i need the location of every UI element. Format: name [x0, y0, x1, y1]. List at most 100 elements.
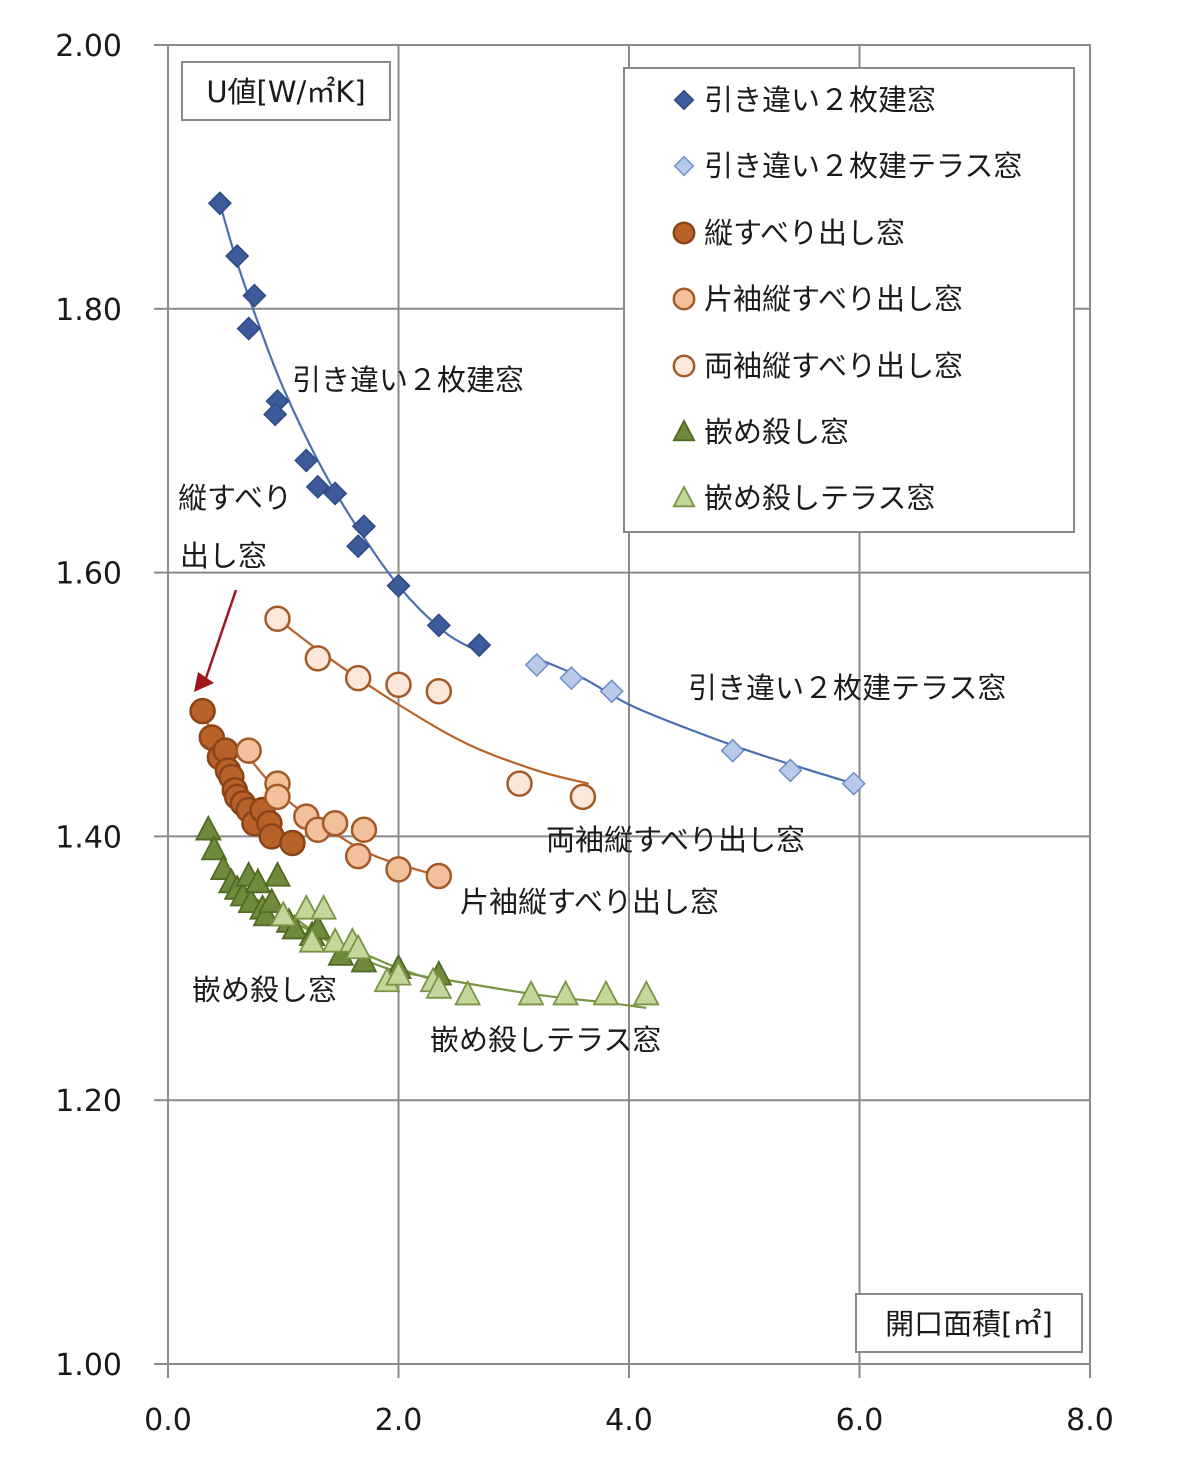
data-point: [298, 926, 326, 953]
legend: 引き違い２枚建窓 引き違い２枚建テラス窓 縦すべり出し窓 片袖縦すべり出し窓 両…: [623, 67, 1075, 533]
y-tick-label: 1.20: [55, 1084, 122, 1119]
data-point: [264, 783, 291, 811]
data-point: [386, 573, 411, 598]
data-point: [350, 816, 378, 844]
data-point: [385, 671, 412, 698]
x-tick-label: 6.0: [836, 1403, 884, 1438]
data-point: [279, 829, 306, 857]
legend-marker: [673, 155, 695, 177]
legend-label: 引き違い２枚建テラス窓: [704, 149, 1022, 183]
data-point: [264, 605, 291, 633]
data-point: [351, 514, 376, 539]
y-tick-label: 1.80: [55, 293, 122, 328]
data-point: [344, 933, 372, 960]
data-point: [425, 862, 453, 890]
data-point: [569, 783, 597, 811]
legend-marker: [672, 354, 696, 378]
y-tick-label: 1.60: [55, 557, 122, 592]
legend-markers: [672, 89, 696, 508]
data-point: [599, 679, 624, 704]
data-point: [207, 191, 232, 216]
x-tick-label: 2.0: [375, 1403, 423, 1438]
legend-label: 両袖縦すべり出し窓: [704, 349, 963, 383]
x-tick-label: 0.0: [144, 1403, 192, 1438]
annotation-label: 片袖縦すべり出し窓: [460, 885, 719, 919]
annotation-label: 出し窓: [180, 539, 267, 573]
legend-marker: [673, 89, 695, 111]
data-point: [559, 666, 584, 691]
axes: 1.00 1.20 1.40 1.60 1.80 2.00 0.0 2.0 4.0 6.0 8.0: [55, 29, 1114, 1438]
data-point: [321, 809, 349, 837]
x-tick-label: 4.0: [605, 1403, 653, 1438]
data-point: [258, 887, 286, 913]
x-tick-label: 8.0: [1066, 1403, 1114, 1438]
data-point: [269, 900, 297, 927]
data-point: [225, 243, 250, 269]
data-point: [517, 979, 545, 1006]
y-unit-box: U値[W/㎡K]: [181, 61, 391, 121]
data-point: [263, 861, 291, 887]
data-point: [327, 940, 355, 966]
data-point: [632, 979, 660, 1006]
data-point: [236, 316, 261, 341]
data-point: [263, 402, 288, 427]
data-point: [467, 633, 492, 658]
data-point: [292, 894, 320, 920]
legend-label: 片袖縦すべり出し窓: [704, 282, 963, 316]
y-axis-label: U値[W/㎡K]: [206, 75, 365, 109]
data-point: [321, 926, 349, 953]
data-point: [194, 814, 222, 841]
data-point: [242, 283, 267, 308]
annotation-label: 引き違い２枚建テラス窓: [688, 671, 1006, 705]
data-point: [346, 534, 371, 559]
data-point: [235, 737, 262, 764]
y-tick-label: 1.00: [55, 1348, 122, 1383]
legend-marker: [672, 485, 696, 508]
data-point: [592, 979, 620, 1006]
legend-marker: [672, 287, 696, 311]
y-tick-label: 2.00: [55, 29, 122, 64]
data-point: [344, 842, 372, 870]
data-point: [841, 771, 866, 796]
data-point: [281, 913, 309, 940]
data-point: [244, 867, 272, 894]
data-point: [189, 697, 216, 725]
data-point: [304, 645, 332, 672]
annotation-arrow: [194, 589, 238, 692]
x-axis-label: 開口面積[㎡]: [885, 1307, 1053, 1341]
annotation-label: 嵌め殺し窓: [192, 973, 337, 1007]
data-point: [385, 959, 412, 986]
trend-line: [218, 202, 480, 653]
data-point: [344, 664, 372, 692]
legend-label: 縦すべり出し窓: [704, 216, 905, 250]
data-point: [252, 900, 280, 927]
data-point: [454, 979, 482, 1006]
legend-marker: [672, 419, 696, 442]
data-point: [426, 613, 451, 638]
data-point: [305, 474, 330, 499]
data-point: [350, 946, 378, 973]
data-points: [189, 191, 866, 1006]
annotation-label: 嵌め殺しテラス窓: [430, 1023, 661, 1057]
annotation-label: 縦すべり: [178, 481, 292, 515]
data-point: [524, 652, 549, 677]
x-unit-box: 開口面積[㎡]: [855, 1293, 1083, 1353]
data-point: [385, 856, 412, 883]
data-point: [778, 758, 803, 783]
data-point: [506, 770, 533, 797]
data-point: [323, 481, 348, 506]
annotation-label: 引き違い２枚建窓: [292, 363, 524, 397]
legend-label: 嵌め殺し窓: [704, 415, 849, 449]
data-point: [425, 678, 453, 705]
data-point: [294, 448, 319, 473]
legend-label: 嵌め殺しテラス窓: [704, 481, 935, 515]
y-tick-label: 1.40: [55, 820, 122, 855]
data-point: [552, 979, 580, 1006]
annotation-label: 両袖縦すべり出し窓: [546, 823, 805, 857]
data-point: [720, 738, 745, 763]
data-point: [310, 894, 338, 920]
data-point: [425, 973, 453, 999]
legend-marker: [672, 221, 696, 245]
data-point: [200, 834, 228, 861]
